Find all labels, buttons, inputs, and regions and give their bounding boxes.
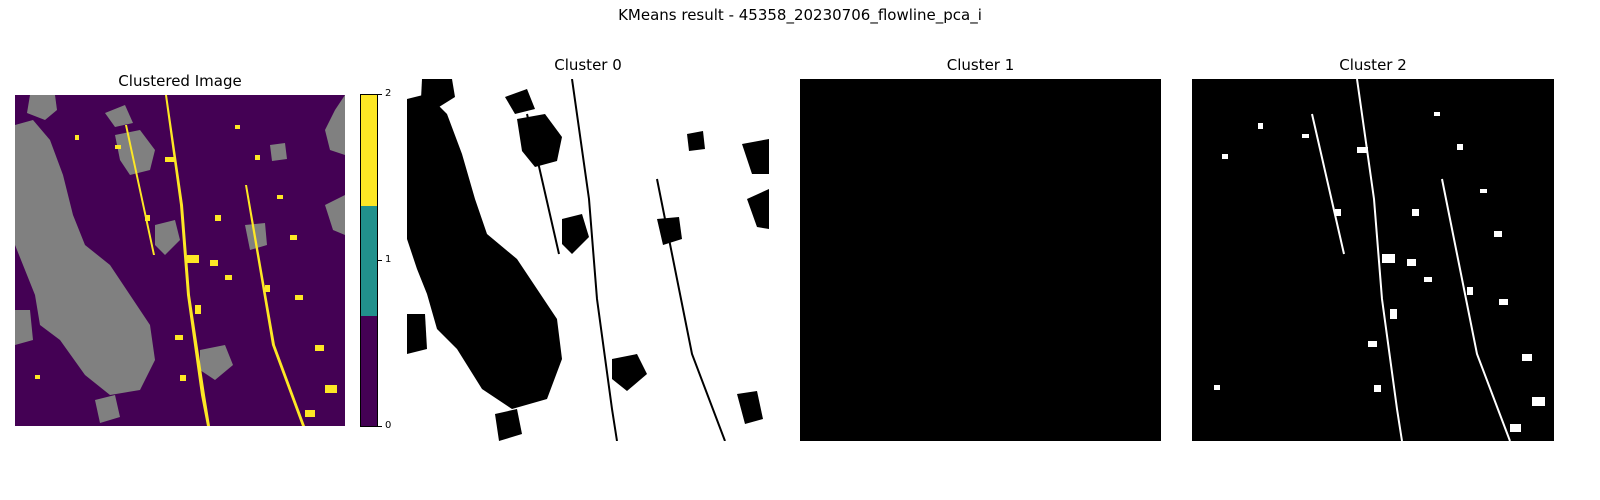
cluster-0-title: Cluster 0 (554, 56, 622, 74)
colorbar (360, 94, 378, 427)
cluster-1-mask (800, 79, 1161, 441)
figure-suptitle: KMeans result - 45358_20230706_flowline_… (618, 6, 982, 24)
cluster-1-title: Cluster 1 (946, 56, 1015, 74)
cluster-2-title: Cluster 2 (1339, 56, 1407, 74)
clustered-image (15, 95, 345, 426)
colorbar-segment-2 (361, 95, 377, 206)
cluster-2-mask (1192, 79, 1554, 441)
colorbar-tick-0 (378, 426, 382, 427)
cluster-0-mask (407, 79, 769, 441)
colorbar-tick-label-2: 2 (385, 88, 392, 99)
colorbar-segment-1 (361, 205, 377, 316)
clustered-image-title: Clustered Image (118, 72, 242, 90)
colorbar-tick-label-0: 0 (385, 420, 392, 431)
colorbar-segment-0 (361, 315, 377, 426)
colorbar-tick-2 (378, 94, 382, 95)
colorbar-tick-1 (378, 260, 382, 261)
colorbar-tick-label-1: 1 (385, 254, 392, 265)
